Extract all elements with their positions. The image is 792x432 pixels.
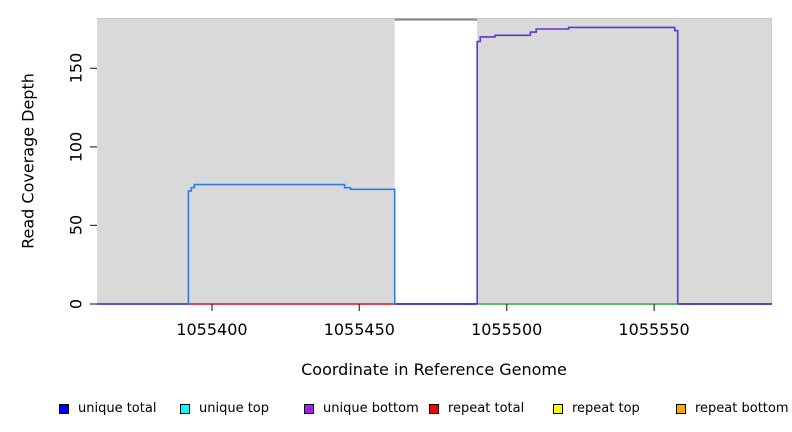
region-mappable-region-left	[97, 18, 395, 304]
legend-label: repeat bottom	[695, 401, 789, 416]
region-gap-region	[394, 18, 478, 304]
unique-total-swatch-icon	[59, 403, 69, 414]
x-tick-label: 1055550	[618, 320, 690, 339]
legend-label: unique top	[199, 401, 270, 416]
coverage-trace-unique-bottom	[476, 26, 679, 304]
legend-item-unique-top: unique top	[180, 401, 269, 416]
coverage-trace-unique-total	[187, 183, 396, 304]
legend-label: repeat top	[572, 401, 640, 416]
y-axis-title: Read Coverage Depth	[18, 73, 38, 249]
repeat-bottom-swatch-icon	[676, 403, 686, 414]
legend-label: repeat total	[448, 401, 525, 416]
x-tick-label: 1055500	[471, 320, 543, 339]
region-mappable-region-right	[477, 18, 772, 304]
y-tick-label: 50	[66, 215, 86, 236]
y-tick-label: 0	[66, 298, 86, 310]
legend-label: unique bottom	[323, 401, 419, 416]
repeat-top-swatch-icon	[553, 403, 563, 414]
legend-item-unique-bottom: unique bottom	[304, 401, 419, 416]
legend-item-unique-total: unique total	[59, 401, 156, 416]
x-axis-title: Coordinate in Reference Genome	[301, 360, 567, 379]
y-tick-label: 100	[66, 131, 86, 163]
legend-item-repeat-top: repeat top	[553, 401, 640, 416]
x-tick-label: 1055400	[176, 320, 248, 339]
unique-top-swatch-icon	[180, 403, 190, 414]
legend-label: unique total	[78, 401, 157, 416]
unique-bottom-swatch-icon	[304, 403, 314, 414]
legend-item-repeat-bottom: repeat bottom	[676, 401, 789, 416]
legend-item-repeat-total: repeat total	[429, 401, 524, 416]
x-tick-label: 1055450	[323, 320, 395, 339]
y-tick-label: 150	[66, 53, 86, 84]
repeat-total-swatch-icon	[429, 403, 439, 414]
